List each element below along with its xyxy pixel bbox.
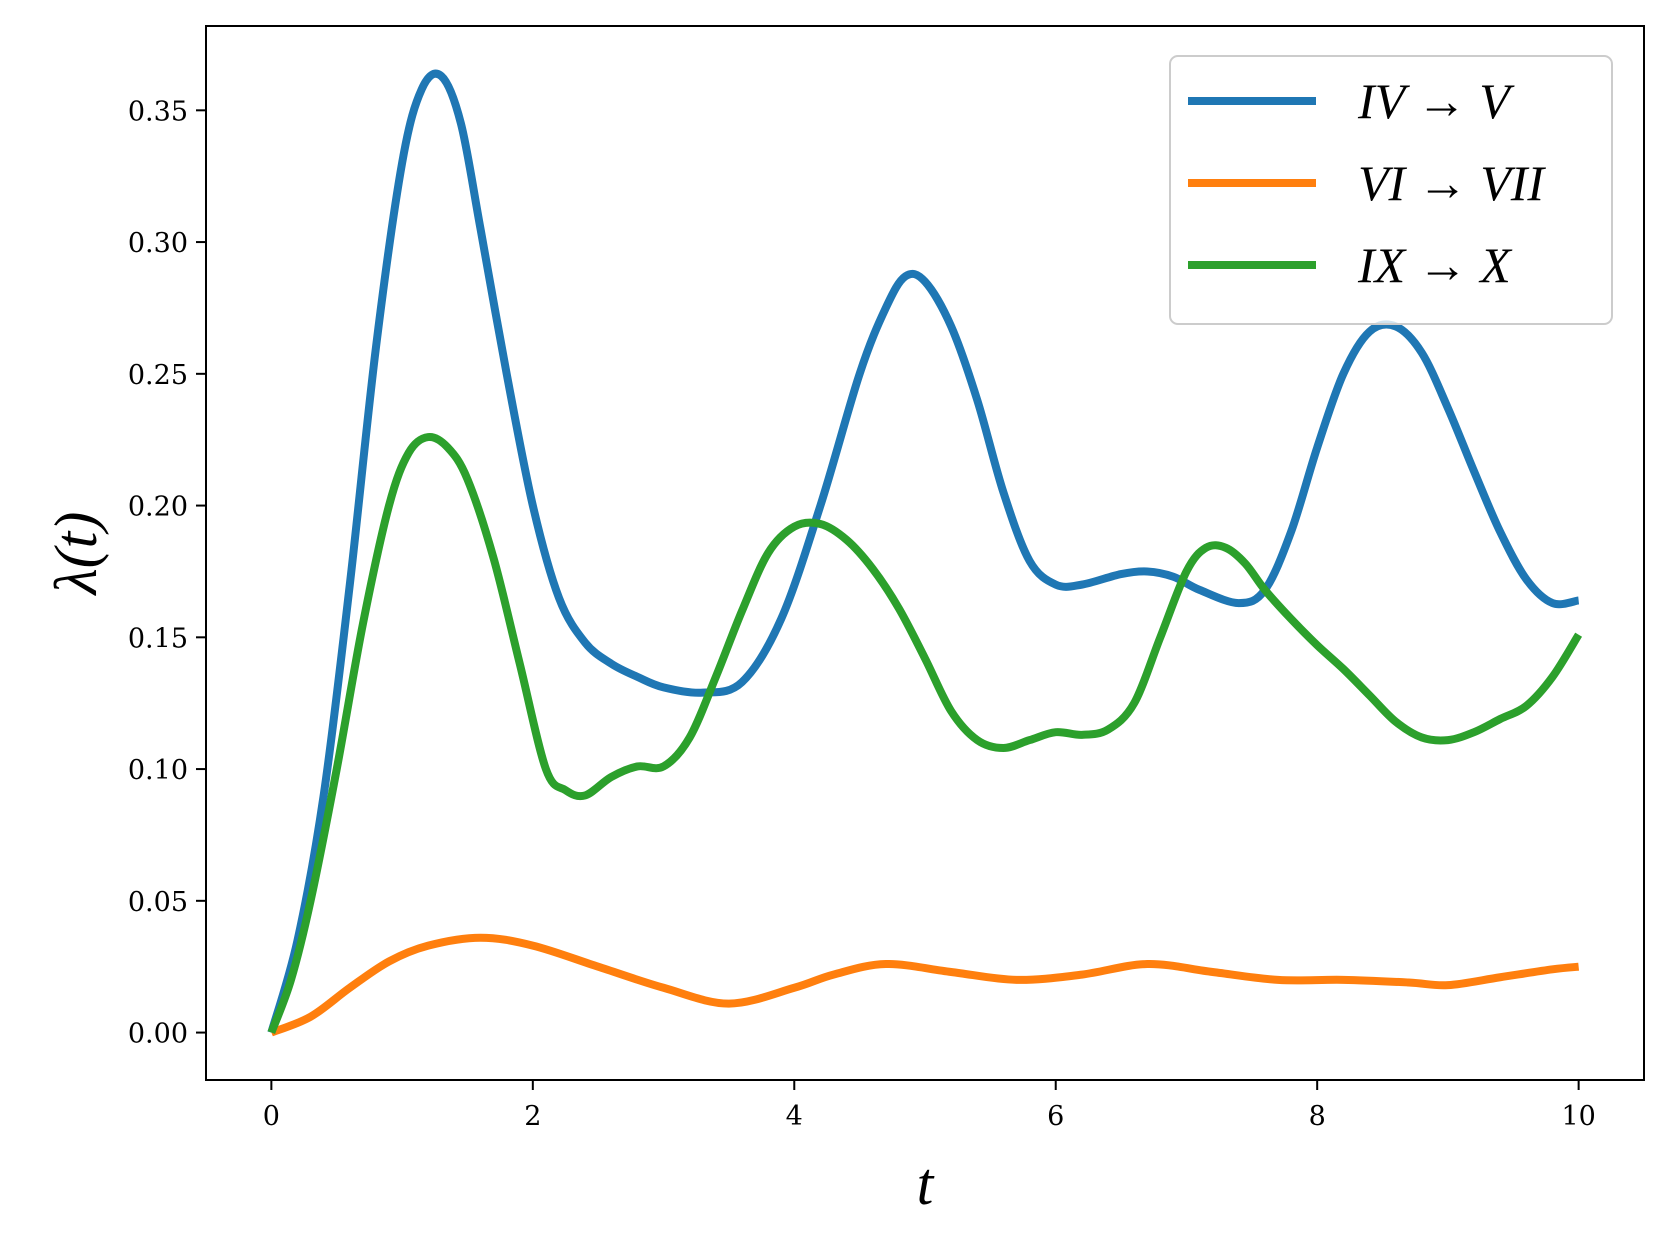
legend-label-1: IV → V [1357, 73, 1515, 129]
series-line-2 [269, 933, 1580, 1037]
series-line-3 [267, 432, 1583, 1034]
x-tick-label: 10 [1561, 1101, 1595, 1132]
y-tick-label: 0.05 [128, 887, 188, 918]
y-tick-label: 0.25 [128, 360, 188, 391]
y-axis: 0.00 0.05 0.10 0.15 0.20 0.25 0.30 0.35 [128, 96, 206, 1050]
x-tick-label: 4 [786, 1101, 803, 1132]
series-layer [267, 69, 1583, 1037]
legend-label-2: VI → VII [1358, 155, 1546, 211]
legend-box [1169, 55, 1613, 325]
y-tick-label: 0.00 [128, 1019, 188, 1050]
legend: IV → V VI → VII IX → X [1169, 55, 1613, 325]
x-axis: 0 2 4 6 8 10 [263, 1080, 1596, 1132]
y-tick-label: 0.10 [128, 755, 188, 786]
x-tick-label: 2 [524, 1101, 541, 1132]
y-axis-label: λ(t) [43, 512, 109, 597]
y-tick-label: 0.30 [128, 228, 188, 259]
legend-label-3: IX → X [1357, 237, 1513, 293]
x-tick-label: 0 [263, 1101, 280, 1132]
y-tick-label: 0.15 [128, 623, 188, 654]
x-tick-label: 8 [1309, 1101, 1326, 1132]
x-axis-label: t [917, 1151, 935, 1217]
x-tick-label: 6 [1047, 1101, 1064, 1132]
axes-frame [205, 25, 1645, 1081]
y-tick-label: 0.35 [128, 96, 188, 127]
series-line-1 [267, 69, 1580, 1034]
y-tick-label: 0.20 [128, 492, 188, 523]
